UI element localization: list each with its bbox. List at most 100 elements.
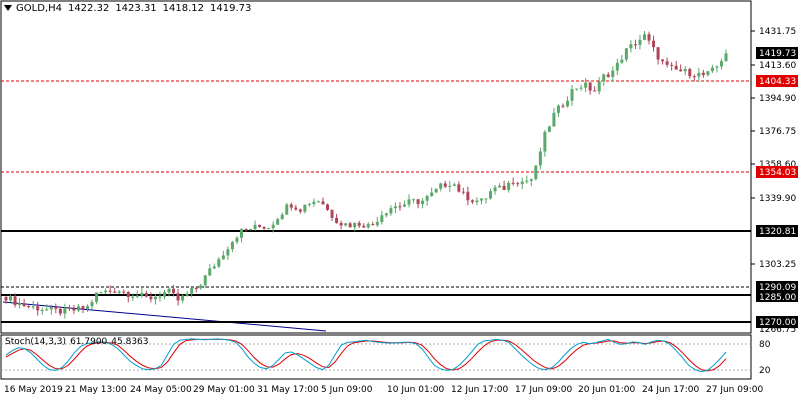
candle-body [683, 68, 687, 72]
time-label-5: 5 Jun 09:00 [321, 385, 373, 395]
candle-body [126, 291, 130, 298]
candle-body [448, 185, 452, 187]
candle-body [280, 214, 284, 220]
candle-body [606, 74, 610, 77]
candle-body [375, 221, 379, 226]
candle-body [190, 288, 194, 294]
time-label-3: 29 May 01:00 [193, 385, 255, 395]
candle-body [86, 306, 90, 309]
candle-body [203, 275, 207, 286]
candle-body [652, 40, 656, 48]
candle-body [670, 64, 674, 66]
candle-body [421, 200, 425, 205]
candle-body [656, 47, 660, 60]
candle-body [461, 191, 465, 193]
current-price-tag [756, 47, 798, 59]
candle-body [40, 310, 44, 312]
candle-body [27, 306, 31, 308]
time-label-4: 31 May 17:00 [257, 385, 319, 395]
candle-body [402, 204, 406, 207]
candle-body [54, 306, 58, 309]
candle-body [108, 290, 112, 292]
candle-body [135, 295, 139, 297]
candle-body [566, 100, 570, 107]
candle-body [362, 225, 366, 228]
time-label-8: 17 Jun 09:00 [515, 385, 572, 395]
candle-body [452, 184, 456, 186]
candle-body [122, 291, 126, 293]
candle-body [258, 224, 262, 227]
candle-body [307, 204, 311, 206]
candle-body [692, 76, 696, 78]
candle-body [484, 198, 488, 200]
stoch-name: Stoch(14,3,3) [5, 337, 67, 347]
price-label-1376: 1376.75 [759, 127, 796, 137]
candle-body [140, 293, 144, 296]
candle-body [117, 291, 121, 293]
candle-body [95, 292, 99, 303]
candle-body [176, 293, 180, 301]
candle-body [538, 151, 542, 166]
candle-body [49, 306, 53, 310]
chart-header: GOLD,H4 1422.32 1423.31 1418.12 1419.73 [4, 3, 257, 14]
candle-body [339, 222, 343, 226]
stoch-main-line [5, 338, 727, 373]
time-label-0: 16 May 2019 [4, 385, 63, 395]
candle-body [661, 59, 665, 62]
candle-body [715, 66, 719, 68]
level-tag-1354 [756, 166, 798, 178]
candle-body [502, 185, 506, 190]
candle-body [570, 89, 574, 101]
level-tag-1270 [756, 316, 798, 328]
candle-body [647, 34, 651, 41]
level-tag-1270-text: 1270.00 [759, 318, 796, 328]
candle-body [153, 296, 157, 300]
time-label-2: 24 May 05:00 [130, 385, 192, 395]
time-label-11: 27 Jun 09:00 [706, 385, 763, 395]
candle-body [36, 306, 40, 311]
candle-body [344, 223, 348, 226]
candle-body [525, 180, 529, 182]
candle-body [579, 87, 583, 89]
candle-body [45, 309, 49, 311]
candle-body [430, 192, 434, 197]
candle-body [719, 61, 723, 67]
candle-body [22, 303, 26, 307]
candle-body [167, 288, 171, 293]
candle-body [253, 224, 257, 230]
candle-body [230, 242, 234, 250]
candle-body [633, 44, 637, 46]
candle-body [597, 81, 601, 92]
stoch-signal-line [5, 338, 727, 372]
candle-body [321, 201, 325, 205]
open-value: 1422.32 [67, 3, 110, 14]
candle-body [81, 306, 85, 309]
candle-body [710, 67, 714, 72]
candle-body [498, 185, 502, 188]
candle-body [425, 196, 429, 201]
candle-body [439, 183, 443, 189]
candle-body [434, 188, 438, 193]
candle-body [335, 217, 339, 223]
candle-body [158, 296, 162, 298]
candle-body [642, 34, 646, 40]
stoch-main-value: 61.7900 [70, 337, 108, 347]
candle-body [348, 223, 352, 228]
candle-body [371, 224, 375, 226]
candle-body [688, 68, 692, 77]
candle-body [529, 179, 533, 181]
collapse-arrow-icon[interactable] [4, 5, 12, 11]
candle-body [212, 266, 216, 269]
time-label-1: 21 May 13:00 [65, 385, 127, 395]
stoch-lines-group [5, 338, 727, 373]
candle-body [724, 53, 728, 62]
candle-body [507, 182, 511, 190]
candle-body [389, 208, 393, 214]
candle-body [18, 303, 22, 305]
price-label-1413: 1413.60 [759, 61, 796, 71]
trend-line[interactable] [2, 301, 327, 332]
candle-body [679, 69, 683, 72]
price-label-1358: 1358.60 [759, 160, 796, 170]
candle-body [194, 288, 198, 290]
